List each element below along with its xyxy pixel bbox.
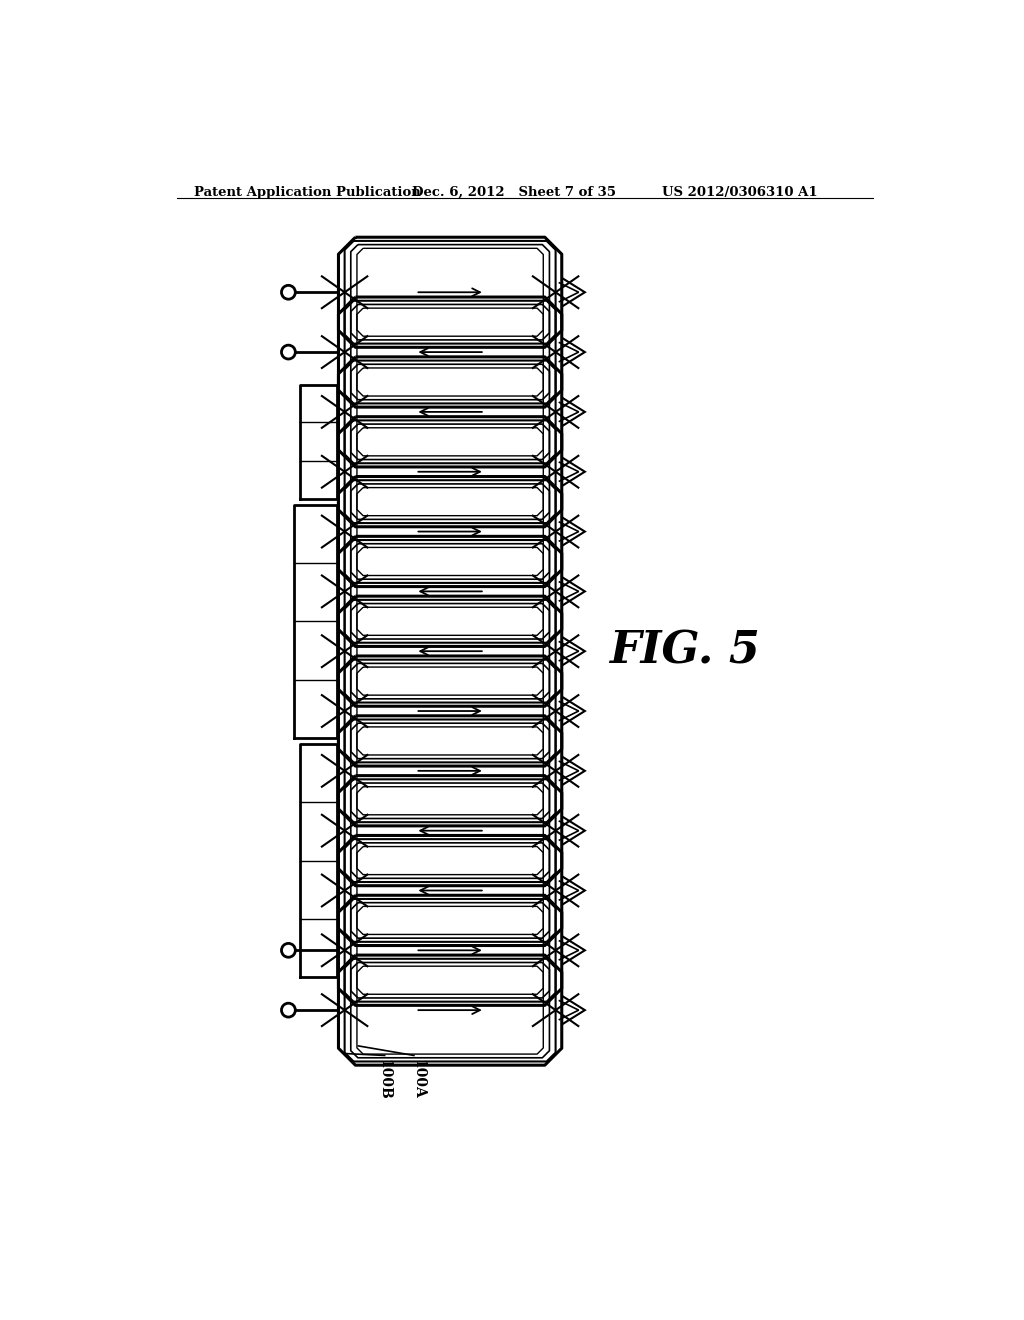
Text: 100A: 100A: [411, 1059, 425, 1100]
Text: 100B: 100B: [378, 1059, 391, 1100]
Text: Dec. 6, 2012   Sheet 7 of 35: Dec. 6, 2012 Sheet 7 of 35: [412, 186, 615, 199]
Text: US 2012/0306310 A1: US 2012/0306310 A1: [662, 186, 817, 199]
Text: FIG. 5: FIG. 5: [609, 630, 761, 673]
Text: Patent Application Publication: Patent Application Publication: [194, 186, 421, 199]
